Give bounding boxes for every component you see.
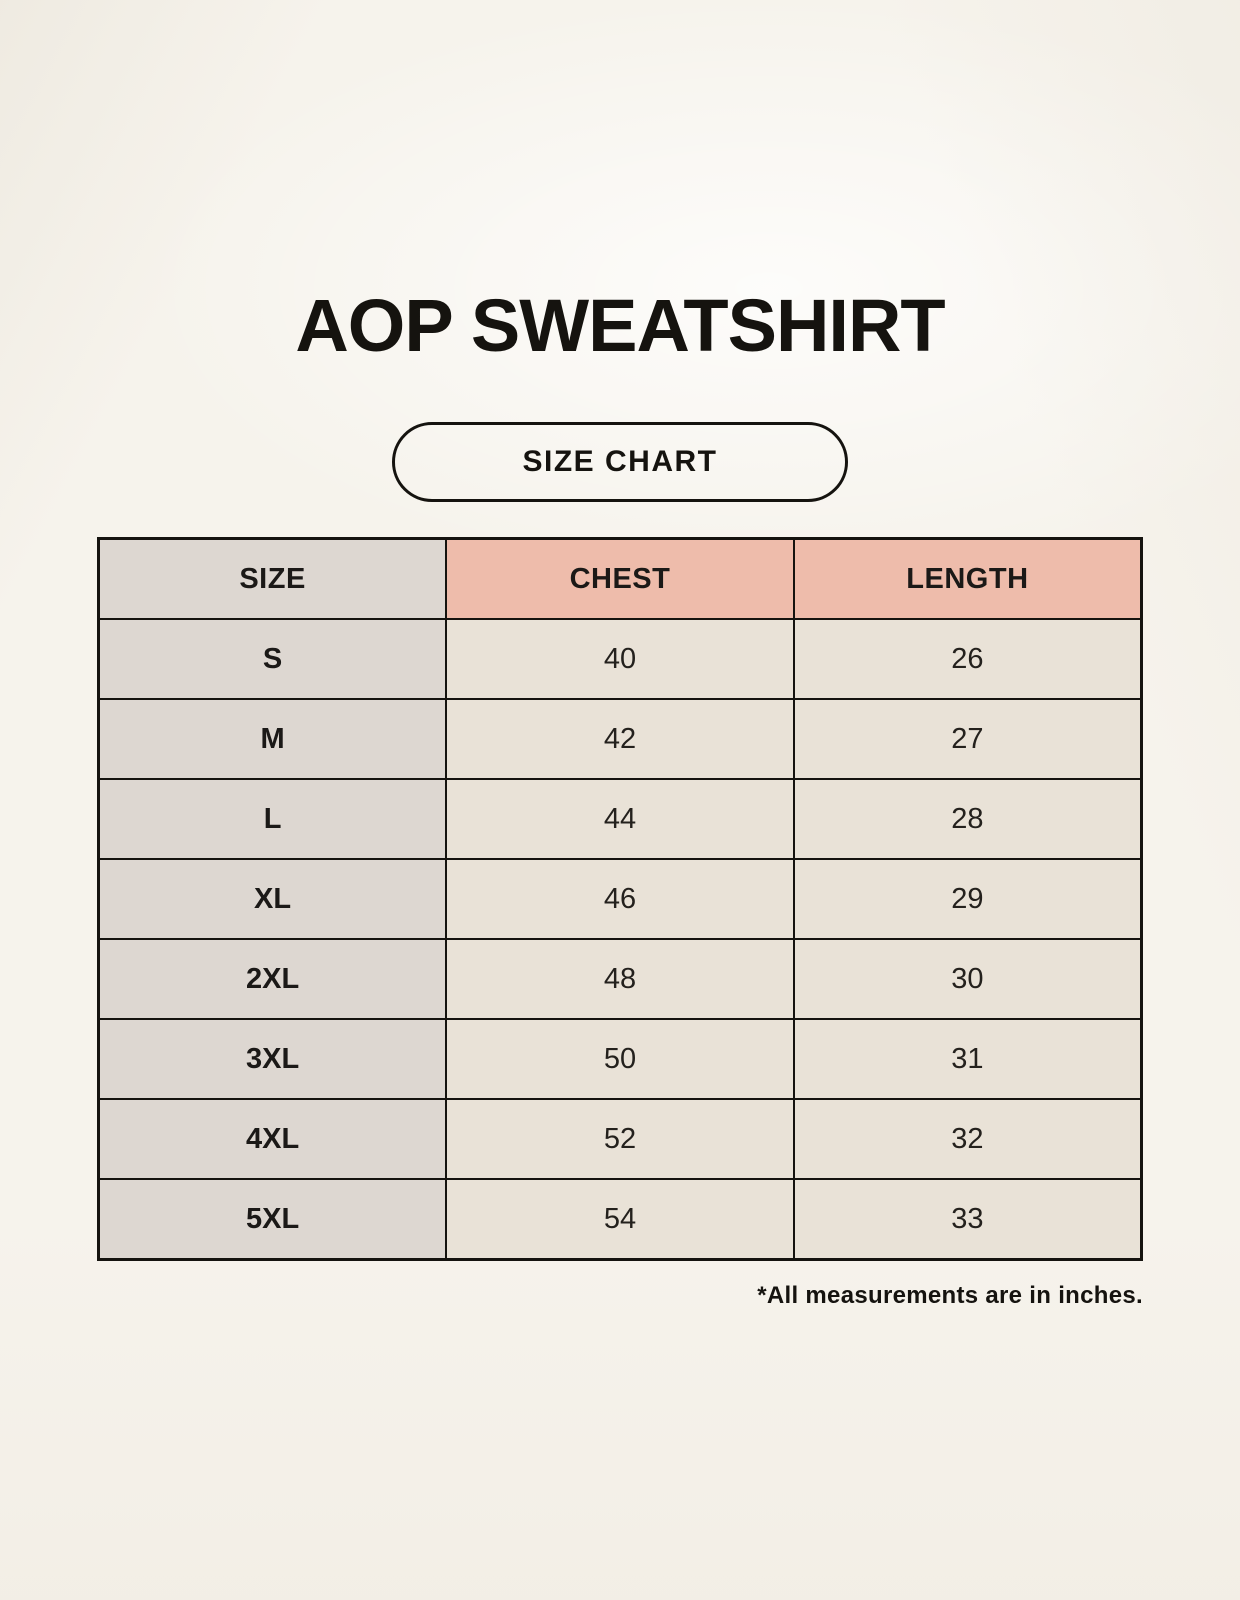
size-cell: S [97,618,448,700]
length-cell: 27 [792,698,1143,780]
table-row: XL 46 29 [97,858,1143,940]
column-header-length: LENGTH [792,537,1143,620]
chest-cell: 54 [445,1178,795,1261]
chest-cell: 50 [445,1018,795,1100]
size-table: SIZE CHEST LENGTH S 40 26 M 42 27 L 44 2… [97,537,1143,1261]
chest-cell: 44 [445,778,795,860]
size-cell: L [97,778,448,860]
page-title: AOP SWEATSHIRT [295,284,945,367]
chest-cell: 40 [445,618,795,700]
length-cell: 32 [792,1098,1143,1180]
chest-cell: 42 [445,698,795,780]
size-cell: M [97,698,448,780]
column-header-size: SIZE [97,537,448,620]
size-chart-button-label: SIZE CHART [522,445,718,478]
length-cell: 30 [792,938,1143,1020]
table-row: L 44 28 [97,778,1143,860]
table-row: 2XL 48 30 [97,938,1143,1020]
size-cell: 3XL [97,1018,448,1100]
length-cell: 33 [792,1178,1143,1261]
size-cell: 4XL [97,1098,448,1180]
column-header-chest: CHEST [445,537,795,620]
length-cell: 26 [792,618,1143,700]
size-chart-button[interactable]: SIZE CHART [392,422,848,502]
size-cell: 5XL [97,1178,448,1261]
measurements-footnote: *All measurements are in inches. [757,1282,1143,1309]
chest-cell: 52 [445,1098,795,1180]
length-cell: 29 [792,858,1143,940]
table-row: M 42 27 [97,698,1143,780]
size-cell: XL [97,858,448,940]
length-cell: 28 [792,778,1143,860]
size-cell: 2XL [97,938,448,1020]
length-cell: 31 [792,1018,1143,1100]
table-row: 4XL 52 32 [97,1098,1143,1180]
table-row: 5XL 54 33 [97,1178,1143,1261]
chest-cell: 46 [445,858,795,940]
chest-cell: 48 [445,938,795,1020]
table-row: 3XL 50 31 [97,1018,1143,1100]
table-row: S 40 26 [97,618,1143,700]
table-header-row: SIZE CHEST LENGTH [97,537,1143,620]
